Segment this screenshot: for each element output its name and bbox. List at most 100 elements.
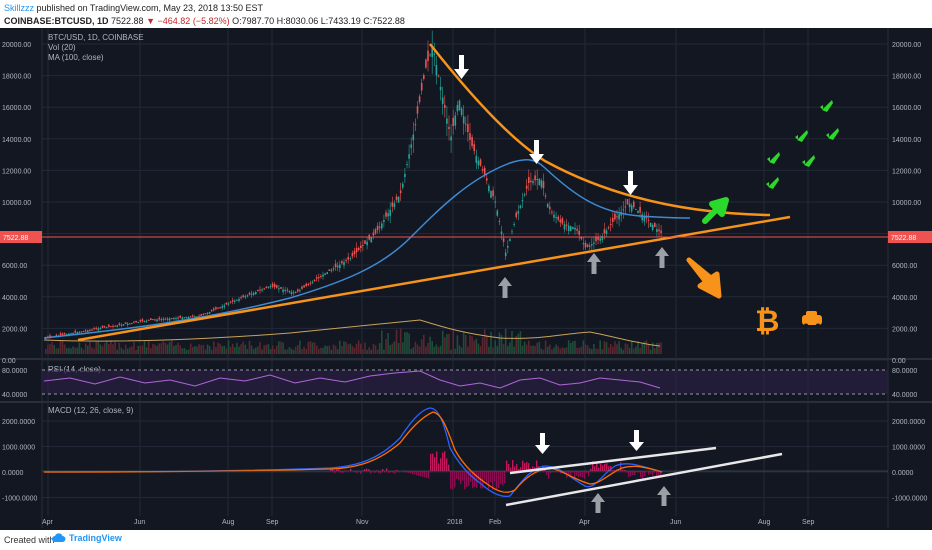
volume-bar: [131, 346, 133, 354]
candle: [252, 292, 255, 295]
price-axis-label: 4000.00: [892, 295, 917, 302]
volume-bar: [525, 344, 528, 354]
volume-bar: [263, 345, 265, 354]
volume-bar: [177, 342, 179, 354]
volume-bar: [391, 343, 394, 354]
candle: [418, 96, 421, 103]
candle: [135, 320, 137, 323]
volume-bar: [294, 346, 297, 354]
macd-histogram-bar: [350, 468, 352, 471]
candle: [425, 59, 427, 68]
volume-bar: [502, 343, 505, 354]
volume-bar: [429, 336, 431, 354]
volume-bar: [120, 347, 123, 354]
candle: [70, 333, 72, 335]
candle: [435, 64, 438, 76]
volume-bar: [49, 344, 51, 354]
volume-bar: [507, 345, 509, 354]
publish-header: Skillzzz published on TradingView.com, M…: [0, 0, 932, 28]
macd-axis-label: 0.0000: [892, 470, 914, 477]
macd-histogram-bar: [488, 471, 490, 489]
macd-histogram-bar: [528, 463, 530, 471]
candle: [660, 230, 662, 233]
macd-histogram-bar: [608, 466, 610, 471]
candle: [595, 236, 597, 242]
candle: [353, 250, 356, 255]
candle: [618, 214, 620, 220]
macd-histogram-bar: [584, 471, 586, 479]
macd-histogram-bar: [420, 471, 422, 477]
time-axis-label: Sep: [266, 519, 279, 526]
macd-histogram-bar: [424, 471, 426, 478]
candle: [116, 325, 118, 327]
volume-bar: [326, 346, 328, 354]
candle: [74, 330, 76, 333]
volume-bar: [446, 334, 448, 354]
volume-bar: [341, 346, 343, 354]
candle: [427, 50, 429, 62]
macd-axis-label: -1000.0000: [2, 496, 38, 503]
candle: [523, 194, 526, 196]
volume-bar: [154, 344, 156, 354]
volume-bar: [240, 344, 242, 354]
candle: [297, 289, 299, 292]
candle: [402, 183, 404, 188]
candle: [467, 124, 469, 133]
volume-bar: [402, 342, 404, 354]
volume-bar: [511, 331, 513, 354]
chart-canvas[interactable]: BTC/USD, 1D, COINBASE Vol (20) MA (100, …: [0, 28, 932, 528]
volume-bar: [89, 341, 91, 354]
volume-bar: [444, 337, 446, 354]
volume-bar: [156, 345, 158, 354]
down-arrow-icon: [529, 140, 544, 164]
volume-bar: [553, 347, 555, 354]
candle: [305, 283, 307, 286]
candle: [605, 230, 608, 234]
tradingview-logo[interactable]: TradingView: [52, 533, 122, 543]
volume-bar: [454, 348, 457, 354]
candle: [309, 282, 312, 284]
time-axis-label: Aug: [758, 519, 771, 526]
candle: [507, 246, 509, 248]
volume-bar: [173, 346, 175, 354]
macd-histogram-bar: [638, 471, 640, 473]
candle: [244, 296, 247, 298]
candle: [477, 160, 480, 166]
volume-bar: [517, 333, 520, 354]
volume-bar: [549, 344, 551, 354]
volume-bar: [213, 341, 215, 354]
macd-histogram-bar: [450, 471, 452, 489]
macd-histogram-bar: [512, 460, 514, 471]
volume-bar: [523, 341, 526, 354]
volume-bar: [651, 342, 654, 354]
candle: [651, 224, 654, 230]
volume-bar: [528, 340, 530, 354]
bitcoin-icon: ₿: [755, 304, 779, 339]
volume-bar: [551, 349, 553, 354]
volume-bar: [460, 347, 463, 354]
candle: [147, 319, 150, 321]
volume-bar: [546, 346, 549, 354]
candle: [248, 292, 251, 295]
macd-histogram-bar: [496, 471, 498, 491]
candle: [261, 289, 263, 291]
candle: [399, 190, 402, 194]
author-link[interactable]: Skillzzz: [4, 3, 35, 13]
volume-bar: [563, 348, 566, 354]
macd-histogram-bar: [564, 471, 566, 473]
price-axis-label: 12000.00: [892, 168, 921, 175]
volume-bar: [586, 345, 589, 354]
volume-bar: [389, 344, 391, 354]
volume-bar: [278, 341, 280, 354]
candle: [406, 164, 408, 166]
orange-down-arrow-icon: [686, 257, 722, 299]
candle: [454, 115, 457, 126]
volume-bar: [84, 343, 87, 354]
volume-bar: [368, 347, 370, 354]
macd-histogram-bar: [494, 471, 496, 482]
candle: [307, 284, 310, 286]
macd-histogram-bar: [388, 471, 390, 474]
volume-bar: [404, 332, 406, 354]
volume-bar: [160, 343, 163, 354]
candle: [99, 328, 102, 330]
